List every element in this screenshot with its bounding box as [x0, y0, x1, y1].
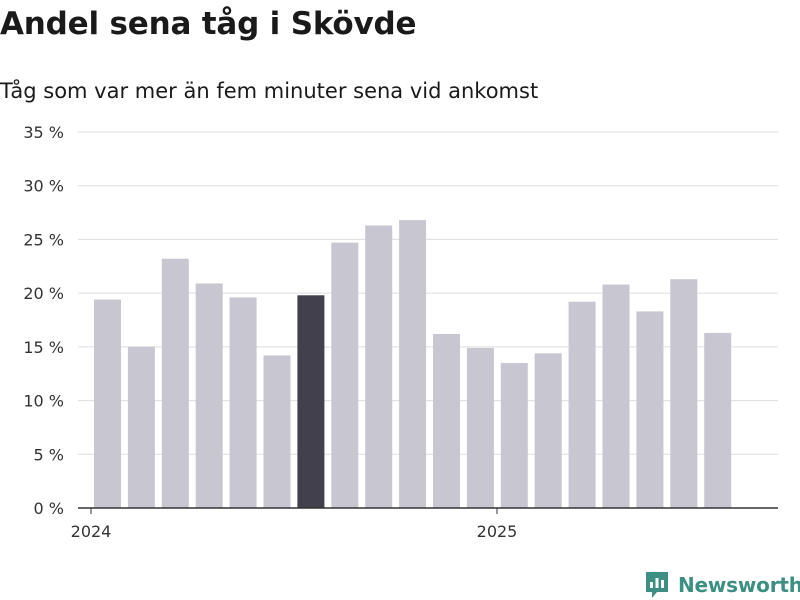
chart-title: Andel sena tåg i Skövde — [0, 6, 417, 42]
newsworthy-logo: Newsworthy — [644, 570, 800, 600]
bar-2025-06 — [670, 279, 698, 508]
y-tick-label: 25 % — [23, 230, 64, 249]
bar-2024-12 — [466, 347, 494, 508]
bar-2024-05 — [229, 297, 257, 508]
y-tick-label: 20 % — [23, 284, 64, 303]
chart-subtitle: Tåg som var mer än fem minuter sena vid … — [0, 79, 539, 103]
bar-2024-02 — [127, 346, 155, 508]
bar-2024-01 — [94, 299, 121, 508]
x-axis: 2024 2025 — [71, 507, 778, 541]
y-tick-label: 15 % — [23, 338, 64, 357]
bar-2025-03 — [568, 301, 596, 508]
bar-2024-07 — [297, 295, 325, 508]
brand-name: Newsworthy — [678, 573, 800, 597]
y-axis-ticks: 0 % 5 % 10 % 15 % 20 % 25 % 30 % 35 % — [23, 123, 64, 518]
y-tick-label: 5 % — [34, 445, 64, 464]
bar-2025-05 — [636, 311, 664, 508]
bar-2024-11 — [433, 333, 460, 508]
newsworthy-logo-icon — [646, 572, 668, 598]
bar-2025-02 — [534, 353, 562, 508]
bar-2024-04 — [195, 283, 223, 508]
x-tick-label: 2025 — [477, 522, 518, 541]
y-tick-label: 0 % — [34, 499, 64, 518]
y-tick-label: 10 % — [23, 392, 64, 411]
bars — [94, 220, 732, 508]
bar-2025-01 — [500, 362, 528, 508]
bar-2025-04 — [602, 284, 630, 508]
bar-2024-09 — [365, 225, 393, 508]
bar-2024-10 — [399, 220, 427, 508]
y-tick-label: 30 % — [23, 177, 64, 196]
bar-2024-06 — [263, 355, 291, 508]
y-tick-label: 35 % — [23, 123, 64, 142]
bar-2024-08 — [331, 242, 359, 508]
x-tick-label: 2024 — [71, 522, 112, 541]
bar-2025-07 — [704, 332, 732, 508]
bar-2024-03 — [161, 258, 189, 508]
